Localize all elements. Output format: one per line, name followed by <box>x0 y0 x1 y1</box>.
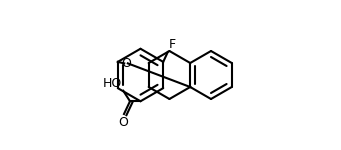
Text: O: O <box>118 116 128 129</box>
Text: HO: HO <box>103 77 122 90</box>
Text: F: F <box>168 38 176 51</box>
Text: O: O <box>121 57 131 70</box>
